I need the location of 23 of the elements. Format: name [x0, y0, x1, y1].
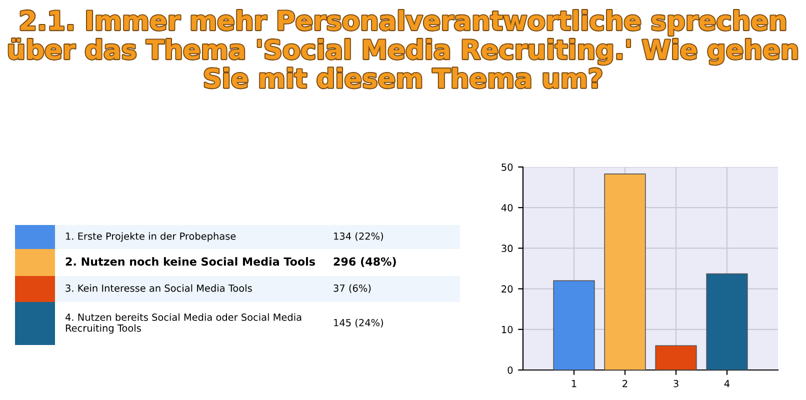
text: 296 (48%) [334, 257, 396, 268]
text: 134 (22%) [334, 232, 384, 241]
text: 1. Erste Projekte in der Probephase [66, 232, 236, 242]
x-tick-label: 1 [572, 380, 576, 388]
text: 2. Nutzen noch keine Social Media Tools [66, 257, 315, 266]
text: 145 (24%) [334, 318, 384, 328]
text: 37 (6%) [334, 284, 371, 293]
y-tick-label: 0 [508, 366, 513, 374]
x-tick-label: 3 [674, 380, 678, 388]
y-tick-label: 10 [502, 326, 513, 334]
x-tick-label: 2 [622, 380, 628, 388]
bar [604, 173, 646, 370]
text: 3. Kein Interesse an Social Media Tools [66, 284, 252, 292]
y-tick-label: 20 [502, 285, 513, 293]
bar [553, 280, 595, 370]
bar [706, 273, 748, 370]
y-tick-label: 40 [501, 204, 513, 212]
chart-title: 2.1. Immer mehr Personalverantwortliche sprechen über das Thema 'Social Media Recruiting.' Wie gehen Sie mit diesem Thema um? [8, 10, 798, 88]
x-tick-label: 4 [724, 380, 730, 388]
y-tick-label: 30 [502, 244, 513, 252]
y-tick-label: 50 [502, 163, 513, 171]
bar [655, 345, 697, 370]
text: 4. Nutzen bereits Social Media oder Social Media Recruiting Tools [65, 313, 302, 334]
